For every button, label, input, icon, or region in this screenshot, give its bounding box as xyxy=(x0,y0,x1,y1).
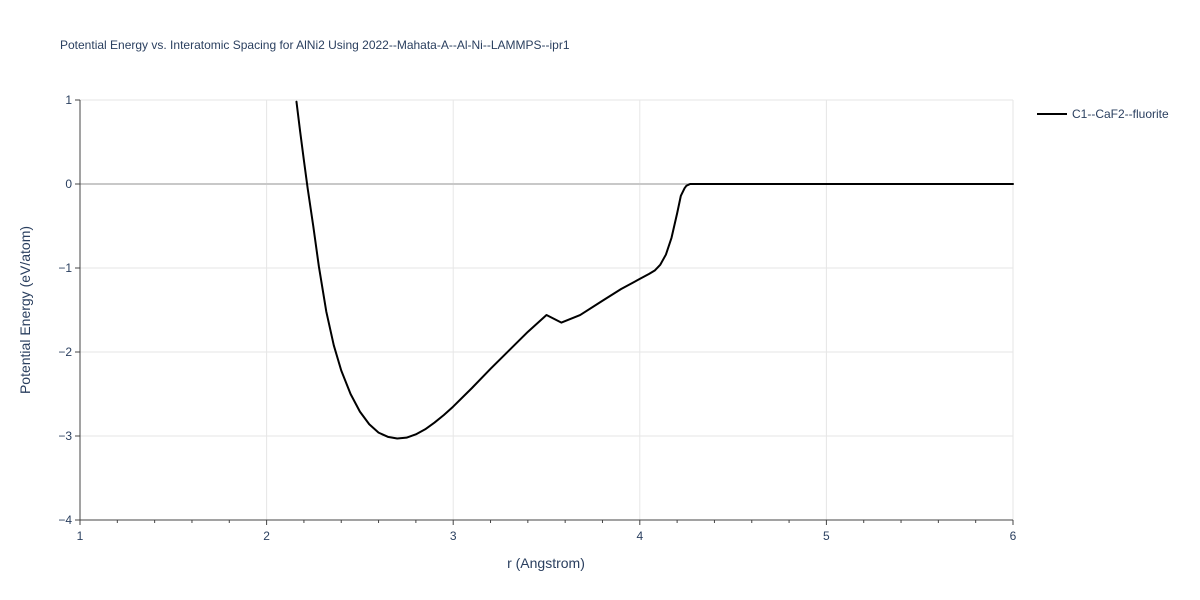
y-tick-label: 0 xyxy=(65,177,72,191)
y-axis-label: Potential Energy (eV/atom) xyxy=(17,226,33,394)
legend-item-label[interactable]: C1--CaF2--fluorite xyxy=(1072,107,1169,121)
x-axis-label: r (Angstrom) xyxy=(507,555,585,571)
x-tick-label: 1 xyxy=(77,529,84,543)
series-lines xyxy=(295,100,1014,440)
y-tick-label: −1 xyxy=(58,261,72,275)
y-tick-label: −3 xyxy=(58,429,72,443)
x-tick-label: 3 xyxy=(450,529,457,543)
x-tick-label: 2 xyxy=(263,529,270,543)
y-tick-label: 1 xyxy=(65,93,72,107)
axes: 1 2 3 4 5 6 1 0 −1 −2 −3 −4 xyxy=(58,93,1016,543)
grid-lines xyxy=(80,99,1014,520)
y-tick-label: −2 xyxy=(58,345,72,359)
series-line xyxy=(295,100,1014,440)
x-tick-label: 6 xyxy=(1010,529,1017,543)
x-tick-label: 4 xyxy=(636,529,643,543)
y-tick-label: −4 xyxy=(58,513,72,527)
chart-title: Potential Energy vs. Interatomic Spacing… xyxy=(60,38,570,52)
x-tick-label: 5 xyxy=(823,529,830,543)
legend[interactable]: C1--CaF2--fluorite xyxy=(1037,107,1169,121)
